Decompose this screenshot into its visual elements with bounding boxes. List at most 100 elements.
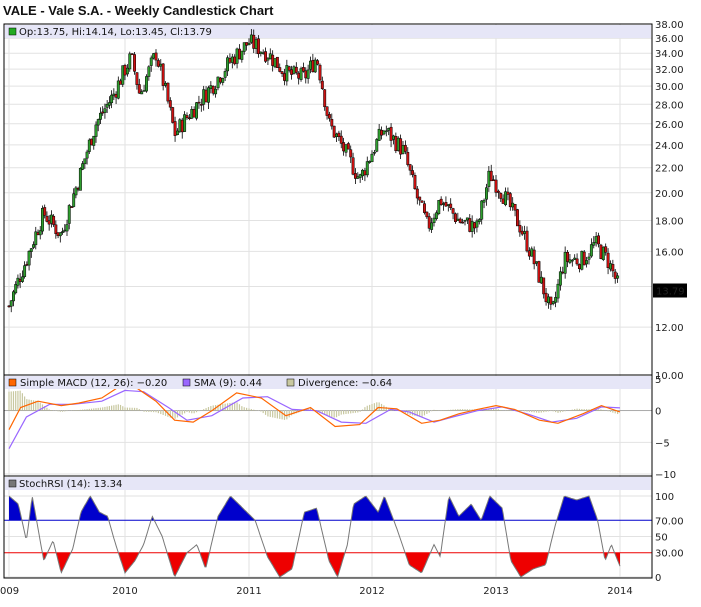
- candle-body: [252, 34, 256, 49]
- price-tick-label: 16.00: [655, 247, 684, 258]
- macd-legend-bar: [5, 376, 651, 389]
- price-tick-label: 30.00: [655, 82, 684, 93]
- candle-body: [242, 42, 246, 52]
- candle-body: [418, 196, 422, 201]
- candle-body: [413, 175, 417, 189]
- candle-body: [123, 64, 127, 76]
- candle-body: [142, 90, 146, 92]
- candle-body: [183, 114, 187, 132]
- candle-body: [403, 145, 407, 152]
- candle-body: [604, 246, 608, 253]
- candle-body: [292, 66, 296, 74]
- candle-body: [99, 112, 102, 120]
- candle-body: [487, 170, 491, 187]
- candle-body: [539, 276, 543, 284]
- candle-body: [592, 242, 596, 246]
- candle-body: [442, 203, 445, 205]
- candle-body: [140, 91, 144, 95]
- candle-body: [582, 251, 586, 266]
- macd-tick-label: 5: [655, 375, 661, 386]
- candle-body: [516, 209, 519, 227]
- candle-body: [228, 58, 232, 63]
- candle-body: [454, 213, 457, 222]
- candle-body: [78, 168, 82, 191]
- candle-body: [344, 144, 348, 153]
- stoch-tick-label: 50: [655, 533, 668, 544]
- candle-body: [190, 109, 194, 119]
- candle-body: [330, 119, 334, 127]
- candle-body: [449, 203, 453, 209]
- candle-body: [561, 271, 565, 274]
- price-legend-bar: [5, 25, 651, 38]
- price-tick-label: 38.00: [655, 20, 684, 31]
- candle-body: [280, 71, 284, 74]
- candle-body: [306, 69, 310, 79]
- candle-body: [342, 142, 346, 152]
- candle-body: [38, 230, 42, 236]
- last-price-box: [653, 283, 687, 298]
- candle-body: [384, 130, 388, 133]
- candle-body: [573, 257, 577, 260]
- price-tick-label: 36.00: [655, 34, 684, 45]
- candle-body: [275, 56, 279, 68]
- chart-title: VALE - Vale S.A. - Weekly Candlestick Ch…: [3, 3, 274, 18]
- candle-body: [92, 135, 96, 146]
- candle-body: [570, 259, 574, 262]
- candle-body: [61, 231, 64, 233]
- candle-body: [365, 161, 369, 176]
- stoch-tick-label: 100: [655, 492, 674, 503]
- candle-body: [166, 82, 170, 102]
- candle-body: [247, 42, 251, 46]
- candle-body: [556, 283, 560, 299]
- candle-body: [587, 256, 591, 260]
- candle-body: [499, 193, 503, 199]
- candle-body: [461, 221, 465, 224]
- macd-legend-label: Divergence: −0.64: [298, 378, 392, 389]
- candle-body: [339, 135, 343, 144]
- x-tick-label: 2014: [607, 586, 632, 597]
- candle-body: [207, 87, 210, 103]
- candle-body: [446, 204, 450, 206]
- candle-body: [420, 200, 424, 203]
- candle-body: [368, 160, 372, 163]
- candle-body: [70, 206, 73, 208]
- candle-body: [29, 248, 33, 252]
- candle-body: [558, 271, 562, 286]
- candles-group: [7, 29, 620, 313]
- candle-body: [34, 231, 38, 246]
- candle-body: [261, 52, 265, 55]
- panel-frame-1: [3, 23, 653, 376]
- candle-body: [346, 143, 350, 150]
- candle-body: [273, 58, 277, 68]
- x-tick-label: 2013: [483, 586, 508, 597]
- candle-body: [580, 250, 584, 270]
- candle-body: [271, 54, 275, 66]
- candle-body: [58, 232, 62, 237]
- candle-body: [226, 57, 229, 72]
- candle-body: [485, 187, 488, 200]
- candle-body: [154, 52, 158, 61]
- macd-legend-swatch: [8, 378, 17, 387]
- stochrsi-line: [8, 495, 621, 578]
- candle-body: [65, 224, 69, 232]
- price-tick-label: 22.00: [655, 164, 684, 175]
- candle-body: [149, 57, 153, 66]
- candle-body: [353, 173, 357, 179]
- candle-body: [527, 250, 531, 257]
- candle-body: [218, 77, 222, 83]
- candle-body: [337, 132, 341, 137]
- candle-body: [606, 252, 610, 269]
- candle-body: [290, 69, 294, 75]
- candle-body: [313, 59, 317, 73]
- candle-body: [199, 104, 203, 106]
- stoch-legend-swatch: [8, 479, 17, 488]
- candle-body: [171, 107, 175, 123]
- candle-body: [283, 73, 286, 81]
- candle-body: [494, 179, 498, 193]
- candle-body: [520, 230, 524, 235]
- candle-body: [301, 67, 305, 72]
- candle-body: [156, 60, 160, 67]
- overbought-label: 70.00: [655, 516, 684, 527]
